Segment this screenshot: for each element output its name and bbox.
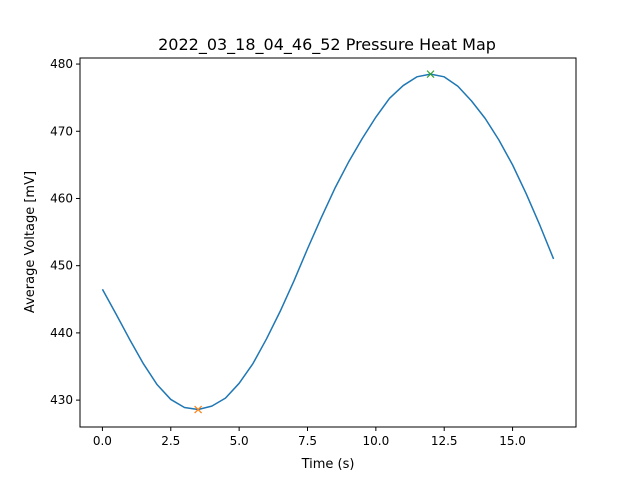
marker-x-0 <box>194 405 203 414</box>
y-axis-label: Average Voltage [mV] <box>23 171 38 313</box>
marker-x-1 <box>426 70 435 79</box>
plot-area <box>101 70 555 414</box>
axes-frame <box>79 57 577 428</box>
y-tick-label: 440 <box>50 326 73 340</box>
x-tick-label: 5.0 <box>230 434 249 448</box>
y-tick-label: 460 <box>50 191 73 205</box>
y-tick-label: 470 <box>50 124 73 138</box>
x-axis-ticks: 0.0 2.5 5.0 7.5 10.0 12.5 15.0 <box>93 427 526 448</box>
series-line-0 <box>101 73 555 411</box>
y-tick-label: 430 <box>50 393 73 407</box>
x-tick-label: 12.5 <box>431 434 458 448</box>
y-tick-label: 480 <box>50 57 73 71</box>
chart-title: 2022_03_18_04_46_52 Pressure Heat Map <box>158 35 496 55</box>
x-axis-label: Time (s) <box>301 457 355 472</box>
x-tick-label: 10.0 <box>362 434 389 448</box>
x-tick-label: 15.0 <box>499 434 526 448</box>
x-tick-label: 0.0 <box>93 434 112 448</box>
y-axis-ticks: 430 440 450 460 470 480 <box>50 57 80 407</box>
x-tick-label: 2.5 <box>161 434 180 448</box>
y-tick-label: 450 <box>50 259 73 273</box>
x-tick-label: 7.5 <box>298 434 317 448</box>
